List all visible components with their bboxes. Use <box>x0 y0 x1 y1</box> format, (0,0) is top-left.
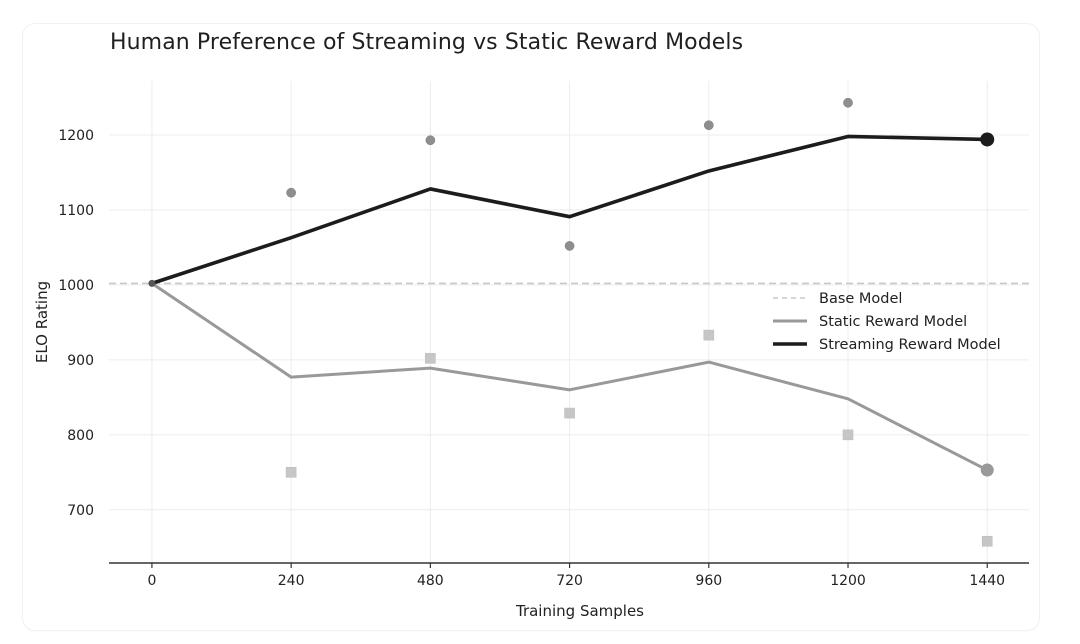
tick-labels: 0 240 480 720 960 1200 1440 700 800 900 1000 1100 12… <box>58 128 1005 589</box>
legend-label-base-model: Base Model <box>819 291 902 307</box>
start-point-marker <box>148 279 156 287</box>
x-tick-label: 240 <box>278 573 305 589</box>
y-tick-label: 1100 <box>58 203 94 219</box>
static-reward-model-sample-point <box>842 429 854 441</box>
x-tick-label: 480 <box>417 573 444 589</box>
streaming-reward-model-line <box>151 134 988 286</box>
streaming-reward-model-sample-point <box>564 241 575 251</box>
static-reward-model-sample-point <box>285 466 297 478</box>
scatter-points <box>285 97 993 547</box>
streaming-reward-model-sample-point <box>425 135 436 146</box>
grid <box>109 81 1029 563</box>
x-tick-label: 1200 <box>830 573 866 589</box>
chart-title: Human Preference of Streaming vs Static … <box>110 30 744 55</box>
y-tick-label: 700 <box>67 503 94 519</box>
streaming-reward-model-end-marker <box>980 132 995 147</box>
chart-card <box>23 24 1039 630</box>
static-reward-model-sample-point <box>564 407 575 419</box>
static-reward-model-sample-point <box>425 353 436 364</box>
streaming-reward-model-sample-point <box>703 120 714 131</box>
legend-label-streaming-reward-model: Streaming Reward Model <box>819 337 1001 353</box>
static-reward-model-sample-point <box>981 535 993 547</box>
static-reward-model-sample-point <box>703 329 715 341</box>
static-reward-model-line <box>151 282 988 472</box>
y-tick-label: 800 <box>67 428 94 444</box>
series-lines <box>148 132 995 477</box>
y-tick-label: 900 <box>67 353 94 369</box>
y-tick-label: 1000 <box>58 278 94 294</box>
legend-label-static-reward-model: Static Reward Model <box>819 314 967 330</box>
static-reward-model-end-marker <box>980 463 994 477</box>
x-tick-label: 720 <box>556 573 583 589</box>
x-tick-label: 960 <box>695 573 722 589</box>
streaming-reward-model-sample-point <box>286 187 296 198</box>
legend: Base Model Static Reward Model Streaming R… <box>773 291 1001 353</box>
x-tick-label: 0 <box>147 573 156 589</box>
y-tick-label: 1200 <box>58 128 94 144</box>
y-axis-label: ELO Rating <box>33 281 51 363</box>
x-axis-label: Training Samples <box>515 602 644 620</box>
x-tick-label: 1440 <box>969 573 1005 589</box>
axes <box>109 562 1029 568</box>
streaming-reward-model-sample-point <box>843 97 853 108</box>
